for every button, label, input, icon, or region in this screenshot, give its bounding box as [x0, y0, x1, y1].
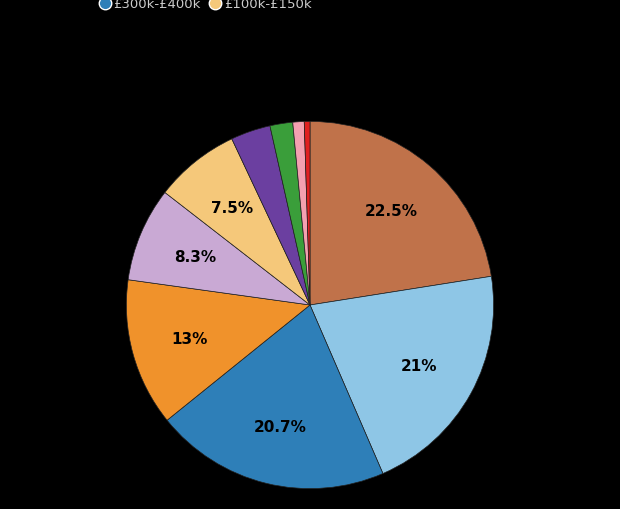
Text: 21%: 21% — [401, 358, 438, 373]
Wedge shape — [128, 193, 310, 305]
Wedge shape — [165, 139, 310, 305]
Text: 20.7%: 20.7% — [254, 419, 306, 434]
Text: 7.5%: 7.5% — [211, 201, 253, 216]
Wedge shape — [270, 123, 310, 305]
Text: 22.5%: 22.5% — [365, 203, 418, 218]
Wedge shape — [304, 122, 310, 305]
Text: 13%: 13% — [172, 331, 208, 346]
Legend: £200k-£250k, £250k-£300k, £300k-£400k, £150k-£200k, £400k-£500k, £100k-£150k, £5: £200k-£250k, £250k-£300k, £300k-£400k, £… — [98, 0, 522, 15]
Wedge shape — [167, 305, 383, 489]
Wedge shape — [232, 127, 310, 305]
Wedge shape — [310, 122, 491, 305]
Wedge shape — [310, 277, 494, 473]
Text: 8.3%: 8.3% — [174, 249, 216, 265]
Wedge shape — [126, 280, 310, 420]
Wedge shape — [293, 122, 310, 305]
